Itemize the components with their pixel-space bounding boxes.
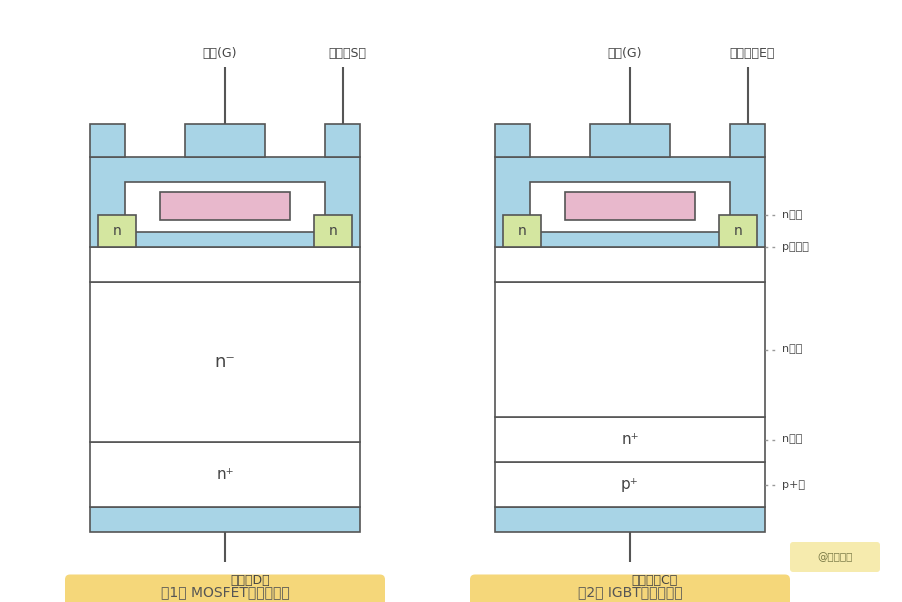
Bar bbox=[90, 442, 360, 507]
Bar bbox=[90, 507, 360, 532]
Text: n: n bbox=[733, 224, 742, 238]
Text: 发射极（E）: 发射极（E） bbox=[730, 47, 775, 60]
Text: 门极(G): 门极(G) bbox=[203, 47, 237, 60]
Bar bbox=[98, 215, 136, 247]
Text: n: n bbox=[328, 224, 337, 238]
Text: n⁺: n⁺ bbox=[621, 432, 639, 447]
Text: n: n bbox=[113, 224, 122, 238]
Bar bbox=[90, 124, 125, 157]
Bar bbox=[90, 247, 360, 282]
Bar bbox=[495, 417, 765, 462]
FancyBboxPatch shape bbox=[790, 542, 880, 572]
Bar bbox=[590, 124, 670, 157]
Text: p+层: p+层 bbox=[782, 480, 805, 489]
Bar bbox=[495, 124, 530, 157]
Bar bbox=[90, 157, 360, 247]
Text: n: n bbox=[518, 224, 527, 238]
Text: n⁻: n⁻ bbox=[215, 353, 235, 371]
Bar bbox=[495, 462, 765, 507]
Bar bbox=[325, 124, 360, 157]
FancyBboxPatch shape bbox=[65, 574, 385, 602]
Text: 集电极（C）: 集电极（C） bbox=[632, 574, 678, 587]
Text: n缓冲: n缓冲 bbox=[782, 435, 803, 444]
Bar bbox=[495, 507, 765, 532]
Bar bbox=[125, 182, 325, 232]
Bar bbox=[503, 215, 541, 247]
Text: p发射极: p发射极 bbox=[782, 242, 809, 252]
Text: n基极: n基极 bbox=[782, 344, 803, 355]
Text: p⁺: p⁺ bbox=[621, 477, 639, 492]
Bar bbox=[90, 282, 360, 442]
Bar bbox=[160, 192, 290, 220]
Text: n⁺: n⁺ bbox=[216, 467, 234, 482]
Text: 门极(G): 门极(G) bbox=[608, 47, 642, 60]
Text: 源极（S）: 源极（S） bbox=[328, 47, 366, 60]
Bar bbox=[565, 192, 695, 220]
Bar bbox=[495, 157, 765, 247]
Text: （1） MOSFET的基本结构: （1） MOSFET的基本结构 bbox=[161, 585, 290, 599]
Text: （2） IGBT的基本结构: （2） IGBT的基本结构 bbox=[577, 585, 682, 599]
Text: @电子电路: @电子电路 bbox=[817, 552, 852, 562]
FancyBboxPatch shape bbox=[470, 574, 790, 602]
Bar bbox=[495, 247, 765, 282]
Text: n漏极: n漏极 bbox=[782, 210, 803, 220]
Text: 漏极（D）: 漏极（D） bbox=[230, 574, 270, 587]
Bar bbox=[495, 282, 765, 417]
Bar bbox=[730, 124, 765, 157]
Bar bbox=[530, 182, 730, 232]
Bar bbox=[719, 215, 757, 247]
Bar bbox=[185, 124, 265, 157]
Bar bbox=[314, 215, 352, 247]
